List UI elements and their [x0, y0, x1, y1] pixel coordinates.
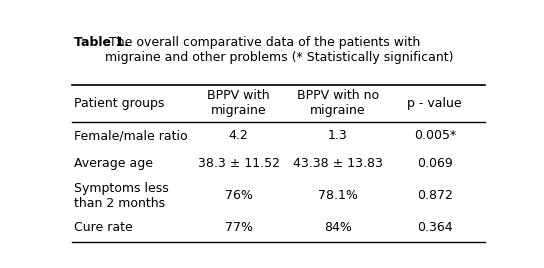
Text: Patient groups: Patient groups: [75, 97, 165, 110]
Text: 0.364: 0.364: [417, 221, 453, 234]
Text: 78.1%: 78.1%: [318, 189, 358, 202]
Text: p - value: p - value: [407, 97, 462, 110]
Text: 38.3 ± 11.52: 38.3 ± 11.52: [198, 157, 280, 170]
Text: 0.005*: 0.005*: [413, 129, 456, 142]
Text: 84%: 84%: [324, 221, 352, 234]
Text: Cure rate: Cure rate: [75, 221, 133, 234]
Text: Average age: Average age: [75, 157, 153, 170]
Text: 0.069: 0.069: [417, 157, 453, 170]
Text: Female/male ratio: Female/male ratio: [75, 129, 188, 142]
Text: The overall comparative data of the patients with
migraine and other problems (*: The overall comparative data of the pati…: [105, 36, 454, 64]
Text: Table 1.: Table 1.: [75, 36, 129, 49]
Text: Symptoms less
than 2 months: Symptoms less than 2 months: [75, 182, 169, 210]
Text: 76%: 76%: [225, 189, 252, 202]
Text: 77%: 77%: [225, 221, 253, 234]
Text: BPPV with no
migraine: BPPV with no migraine: [297, 89, 379, 117]
Text: BPPV with
migraine: BPPV with migraine: [207, 89, 270, 117]
Text: 0.872: 0.872: [417, 189, 453, 202]
Text: 4.2: 4.2: [229, 129, 249, 142]
Text: 43.38 ± 13.83: 43.38 ± 13.83: [293, 157, 383, 170]
Text: 1.3: 1.3: [328, 129, 348, 142]
